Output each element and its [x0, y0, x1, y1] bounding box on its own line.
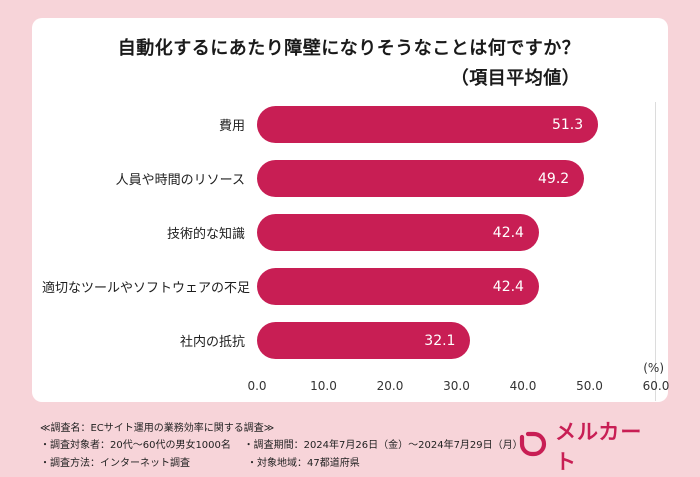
- bar-track: 49.2: [257, 160, 656, 197]
- value-label: 42.4: [492, 278, 524, 295]
- survey-method: ・調査方法：インターネット調査: [40, 457, 190, 469]
- category-label: 費用: [218, 119, 245, 134]
- axis-spacer: [42, 363, 257, 399]
- chart-title-line1: 自動化するにあたり障壁になりそうなことは何ですか？: [117, 38, 581, 59]
- chart-row: 技術的な知識 42.4: [42, 214, 656, 251]
- value-label: 42.4: [492, 224, 524, 241]
- category-label: 人員や時間のリソース: [115, 173, 245, 188]
- survey-region: ・対象地域：47都道府県: [247, 457, 360, 469]
- bar: 42.4: [257, 268, 539, 305]
- mercart-logo-icon: [518, 429, 548, 463]
- chart-rows: 費用 51.3 人員や時間のリソース 49.2 技術的な知識 42.4 適切なツールやソフト…: [42, 106, 656, 359]
- chart-row: 費用 51.3: [42, 106, 656, 143]
- bar: 49.2: [257, 160, 585, 197]
- chart-row: 人員や時間のリソース 49.2: [42, 160, 656, 197]
- chart-card: 自動化するにあたり障壁になりそうなことは何ですか？ （項目平均値） 費用 51.3…: [32, 18, 669, 402]
- survey-name: ≪調査名：ECサイト運用の業務効率に関する調査≫: [40, 422, 275, 434]
- x-tick: 0.0: [247, 379, 267, 393]
- bar-track: 32.1: [257, 322, 656, 359]
- bar-track: 51.3: [257, 106, 656, 143]
- bar: 32.1: [257, 322, 471, 359]
- value-label: 49.2: [538, 170, 570, 187]
- category-label: 社内の抵抗: [179, 335, 245, 350]
- x-axis: (%) 0.0 10.0 20.0 30.0 40.0 50.0 60.0: [42, 361, 669, 399]
- bar-track: 42.4: [257, 268, 656, 305]
- x-tick: 50.0: [576, 379, 603, 393]
- x-tick: 10.0: [310, 379, 337, 393]
- value-label: 32.1: [424, 332, 456, 349]
- value-label: 51.3: [551, 116, 584, 133]
- gridline-60: [655, 102, 656, 401]
- category-label: 適切なツールやソフトウェアの不足: [42, 281, 251, 296]
- survey-target: ・調査対象者：20代～60代の男女1000名: [40, 440, 231, 452]
- unit-label: (%): [643, 361, 664, 375]
- x-tick: 60.0: [642, 379, 670, 393]
- chart-row: 適切なツールやソフトウェアの不足 42.4: [42, 268, 656, 305]
- bar-chart: 費用 51.3 人員や時間のリソース 49.2 技術的な知識 42.4 適切なツールやソフト…: [42, 102, 669, 401]
- chart-title-line2: （項目平均値）: [450, 68, 581, 89]
- category-label: 技術的な知識: [166, 227, 245, 242]
- mercart-logo-text: メルカート: [555, 420, 643, 474]
- footer: ≪調査名：ECサイト運用の業務効率に関する調査≫ ・調査対象者：20代～60代の…: [0, 402, 700, 476]
- chart-title: 自動化するにあたり障壁になりそうなことは何ですか？ （項目平均値）: [118, 34, 581, 90]
- x-tick: 40.0: [509, 379, 537, 393]
- bar: 42.4: [257, 214, 539, 251]
- x-axis-ticks: (%) 0.0 10.0 20.0 30.0 40.0 50.0 60.0: [247, 361, 669, 399]
- x-tick: 30.0: [443, 379, 470, 393]
- survey-period: ・調査期間：2024年7月26日（金）～2024年7月29日（月）: [243, 440, 523, 452]
- mercart-logo: メルカート: [518, 416, 662, 476]
- survey-info: ≪調査名：ECサイト運用の業務効率に関する調査≫ ・調査対象者：20代～60代の…: [40, 420, 523, 473]
- chart-row: 社内の抵抗 32.1: [42, 322, 656, 359]
- x-tick: 20.0: [376, 379, 404, 393]
- bar-track: 42.4: [257, 214, 656, 251]
- bar: 51.3: [257, 106, 599, 143]
